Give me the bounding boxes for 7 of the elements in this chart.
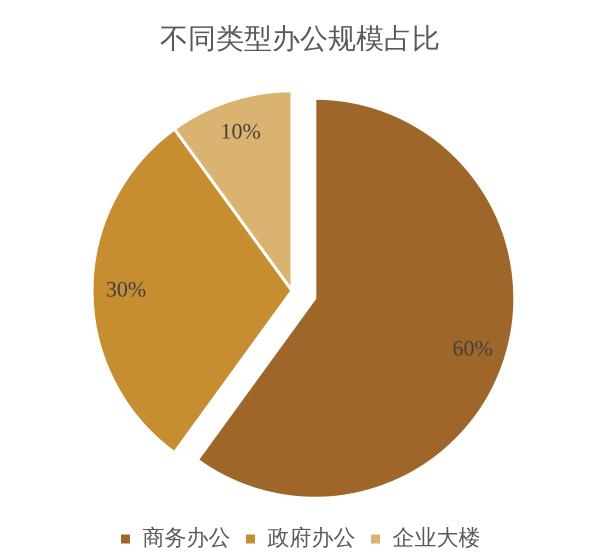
legend-label: 政府办公 bbox=[268, 524, 356, 550]
data-label: 10% bbox=[220, 118, 261, 144]
legend-label: 商务办公 bbox=[142, 524, 230, 550]
data-label: 30% bbox=[106, 276, 146, 302]
chart-title: 不同类型办公规模占比 bbox=[160, 24, 440, 56]
legend-label: 企业大楼 bbox=[392, 524, 480, 550]
data-label: 60% bbox=[452, 335, 493, 360]
